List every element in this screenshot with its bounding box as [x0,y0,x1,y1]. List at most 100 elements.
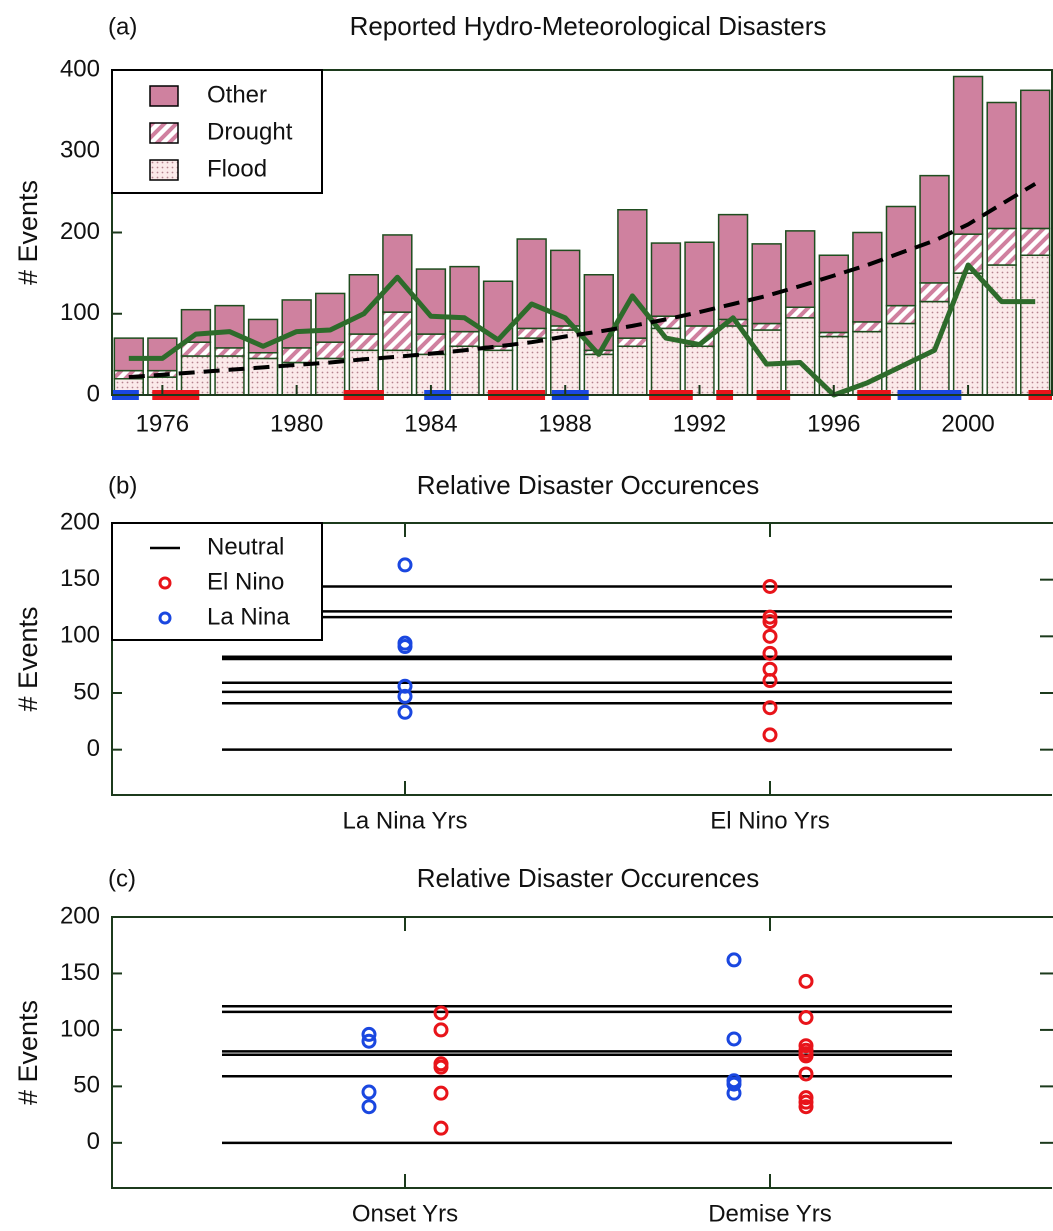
bar-segment [214,347,245,357]
legend-label: Drought [207,118,293,145]
legend-swatch [149,122,179,144]
bar-segment [852,321,883,333]
point [726,952,742,968]
x-tick-label: 1976 [136,410,189,437]
point [798,1066,814,1082]
bar-segment [617,337,648,347]
bar-segment [785,306,816,319]
y-tick-label: 0 [87,1128,100,1155]
x-tick-label: La Nina Yrs [343,807,468,834]
point [798,973,814,989]
bar-segment [315,292,346,343]
bar-segment [919,174,950,284]
bar-segment [952,233,984,274]
bar-segment [449,265,480,333]
bar-segment [516,337,547,396]
bar-segment [315,341,346,360]
chart-title: Relative Disaster Occurences [417,470,759,500]
bar-segment [147,337,178,372]
point [762,673,778,689]
point [361,1033,377,1049]
x-tick-label: Onset Yrs [352,1200,458,1226]
legend-box [111,69,323,194]
bar-segment [247,352,279,360]
legend-label: Flood [207,155,267,182]
chart-title: Relative Disaster Occurences [417,863,759,893]
point [762,614,778,630]
bar-segment [449,345,480,396]
legend-label: Other [207,81,267,108]
point [397,639,413,655]
x-tick-label: 1992 [673,410,726,437]
bar-segment [986,227,1017,266]
bar-segment [348,333,379,352]
bar-segment [650,242,682,317]
chart-title: Reported Hydro-Meteorological Disasters [350,11,827,41]
bar-segment [751,243,782,325]
point [726,1031,742,1047]
x-tick-label: El Nino Yrs [710,807,830,834]
bar-segment [1020,89,1051,230]
x-tick-label: 1984 [404,410,457,437]
panel-label: (b) [108,472,137,499]
point [762,727,778,743]
bar-segment [482,349,514,396]
x-tick-label: 1980 [270,410,323,437]
bar-segment [818,254,849,334]
bar-segment [952,75,984,235]
legend-label: Neutral [207,533,284,560]
y-axis-label: # Events [13,606,43,711]
bar-segment [281,299,312,349]
x-tick-label: 2000 [941,410,994,437]
point [798,1094,814,1110]
panel-label: (a) [108,13,137,40]
bar-segment [281,347,312,364]
panel-label: (c) [108,865,136,892]
plot-frame [111,916,1052,1189]
point [726,1085,742,1101]
legend-label: El Nino [207,568,284,595]
point [726,1076,742,1092]
y-tick-label: 400 [60,55,100,82]
y-tick-label: 200 [60,902,100,929]
y-tick-label: 0 [87,735,100,762]
x-tick-label: Demise Yrs [708,1200,832,1226]
bar-segment [348,274,379,335]
bar-segment [516,327,547,339]
y-tick-label: 150 [60,565,100,592]
legend-swatch [158,611,172,625]
data-line [128,262,1036,398]
point [361,1099,377,1115]
bar-segment [986,264,1017,396]
point [798,1048,814,1064]
y-tick-label: 100 [60,299,100,326]
legend-label: La Nina [207,603,290,630]
bar-segment [617,209,648,339]
point [798,1099,814,1115]
point [762,578,778,594]
bar-segment [751,322,782,331]
y-tick-label: 200 [60,508,100,535]
point [397,678,413,694]
point [397,688,413,704]
x-tick-label: 1996 [807,410,860,437]
point [361,1084,377,1100]
y-tick-label: 200 [60,218,100,245]
bar-segment [348,349,379,396]
point [762,609,778,625]
bar-segment [919,282,950,303]
bar-segment [617,345,648,396]
bar-segment [986,101,1017,230]
point [798,1038,814,1054]
x-tick-label: 1988 [539,410,592,437]
y-axis-label: # Events [13,1000,43,1105]
bar-segment [113,337,144,372]
y-tick-label: 50 [73,1072,100,1099]
bar-segment [382,234,413,313]
bar-segment [885,205,917,307]
legend-swatch [149,159,179,181]
point [397,557,413,573]
point [433,1005,449,1021]
